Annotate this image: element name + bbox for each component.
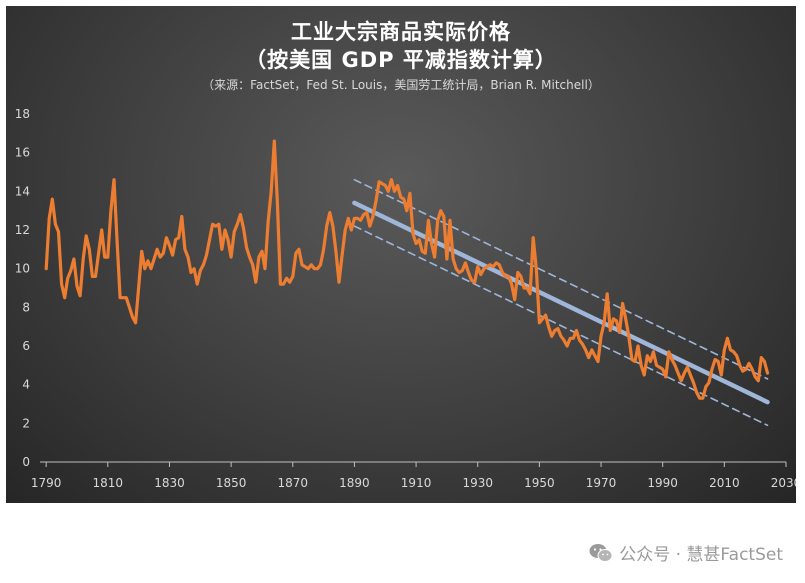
x-tick-label: 1990: [647, 476, 678, 490]
chart-subtitle: （按美国 GDP 平减指数计算）: [245, 48, 557, 72]
x-axis-ticks: 1790 1810 1830 1850 1870 1890 1910 1930 1950 1970…: [31, 462, 796, 490]
x-tick-label: 2030: [771, 476, 796, 490]
y-tick-label: 2: [22, 416, 30, 430]
x-tick-label: 2010: [709, 476, 740, 490]
x-tick-label: 1970: [586, 476, 617, 490]
watermark: 公众号 · 慧甚FactSet: [589, 540, 783, 565]
y-tick-label: 14: [15, 184, 30, 198]
upper-band-line: [353, 178, 769, 380]
trend-line: [352, 200, 770, 405]
x-tick-label: 1790: [31, 476, 62, 490]
lower-band-line: [353, 225, 769, 427]
watermark-text: 公众号 · 慧甚FactSet: [619, 545, 783, 565]
x-tick-label: 1850: [216, 476, 247, 490]
chart-panel: 工业大宗商品实际价格 （按美国 GDP 平减指数计算） （来源：FactSet，…: [6, 6, 796, 503]
y-tick-label: 10: [15, 262, 30, 276]
chart-title: 工业大宗商品实际价格: [291, 20, 511, 44]
y-tick-label: 12: [15, 223, 30, 237]
y-tick-label: 4: [22, 378, 30, 392]
y-axis-ticks: 0 2 4 6 8 10 12 14 16 18: [15, 107, 30, 469]
series-layer: [44, 139, 770, 427]
source-note: （来源：FactSet，Fed St. Louis，美国劳工统计局，Brian …: [202, 78, 600, 92]
x-tick-label: 1810: [93, 476, 124, 490]
y-tick-label: 18: [15, 107, 30, 121]
y-tick-label: 8: [22, 300, 30, 314]
chart-plot: 0 2 4 6 8 10 12 14 16 18 1790 1810 1830 1850 1870 1890…: [15, 107, 796, 490]
x-tick-label: 1870: [278, 476, 309, 490]
y-tick-label: 16: [15, 146, 30, 160]
x-tick-label: 1950: [524, 476, 555, 490]
y-tick-label: 6: [22, 339, 30, 353]
price-series-line: [44, 139, 770, 400]
y-tick-label: 0: [22, 455, 30, 469]
x-tick-label: 1830: [154, 476, 185, 490]
x-tick-label: 1910: [401, 476, 432, 490]
x-tick-label: 1930: [462, 476, 493, 490]
x-tick-label: 1890: [339, 476, 370, 490]
wechat-icon: [589, 543, 613, 562]
